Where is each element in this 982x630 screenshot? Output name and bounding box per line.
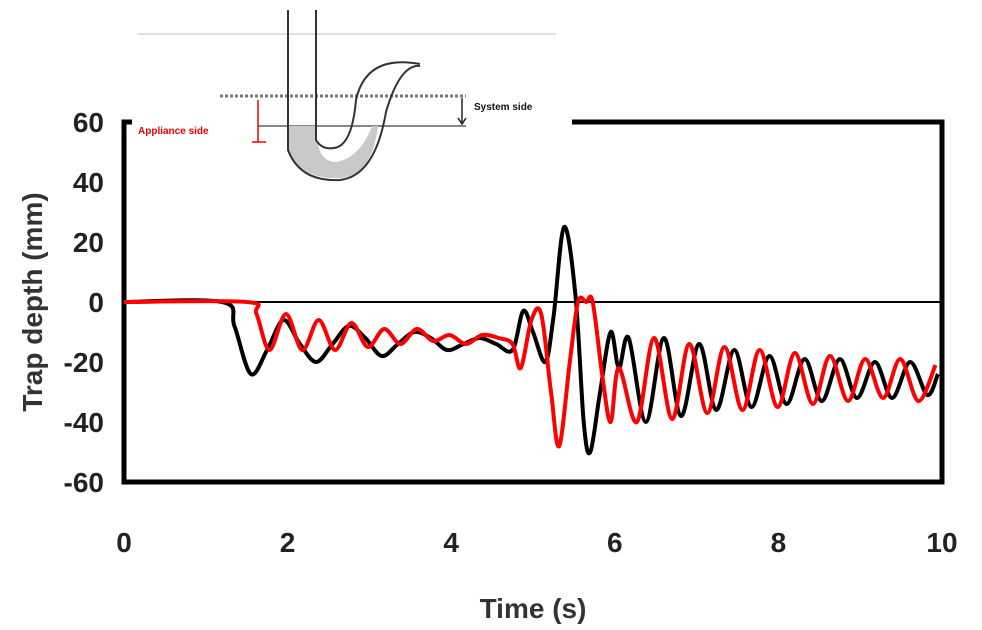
y-tick-label: 0 bbox=[88, 287, 104, 318]
series-layer bbox=[123, 224, 940, 456]
y-tick-label: 40 bbox=[73, 167, 104, 198]
series-line-black bbox=[123, 224, 940, 456]
y-tick-label: -60 bbox=[64, 467, 104, 498]
inset-background bbox=[132, 0, 572, 160]
y-axis-title: Trap depth (mm) bbox=[17, 192, 48, 411]
x-tick-label: 4 bbox=[443, 527, 459, 558]
series-line-red bbox=[123, 294, 938, 449]
x-tick-labels: 0 2 4 6 8 10 bbox=[116, 527, 957, 558]
trap-pipe-outer bbox=[287, 10, 421, 182]
x-axis-title: Time (s) bbox=[480, 593, 587, 624]
trap-pipe-inner bbox=[315, 10, 421, 150]
appliance-side-label: Appliance side bbox=[138, 126, 209, 137]
system-side-label: System side bbox=[474, 102, 533, 113]
y-tick-label: 60 bbox=[73, 107, 104, 138]
y-tick-label: 20 bbox=[73, 227, 104, 258]
y-tick-label: -20 bbox=[64, 347, 104, 378]
x-tick-label: 8 bbox=[771, 527, 787, 558]
trap-inset-diagram: System side Appliance side bbox=[138, 10, 556, 182]
y-tick-labels: 60 40 20 0 -20 -40 -60 bbox=[64, 107, 104, 498]
y-tick-label: -40 bbox=[64, 407, 104, 438]
x-tick-label: 10 bbox=[926, 527, 957, 558]
x-tick-label: 2 bbox=[280, 527, 296, 558]
x-tick-label: 6 bbox=[607, 527, 623, 558]
x-tick-label: 0 bbox=[116, 527, 132, 558]
